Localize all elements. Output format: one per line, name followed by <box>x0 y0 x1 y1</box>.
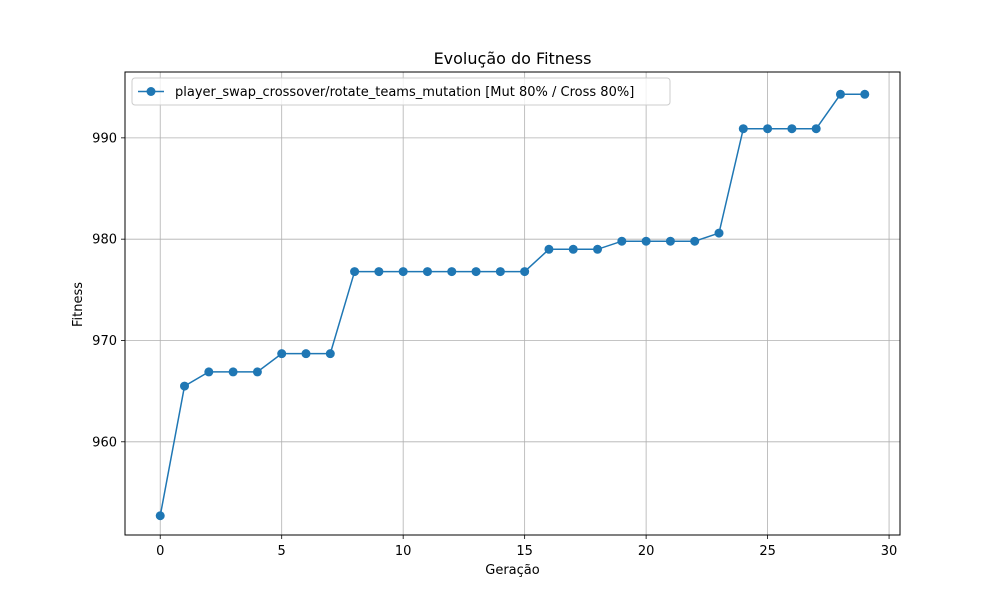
data-point <box>155 511 165 521</box>
data-point <box>228 367 238 377</box>
data-point <box>204 367 214 377</box>
data-point <box>738 124 748 134</box>
data-point <box>325 349 335 359</box>
x-tick-label: 0 <box>156 544 164 559</box>
legend-series-label: player_swap_crossover/rotate_teams_mutat… <box>175 85 634 100</box>
data-point <box>350 267 360 277</box>
legend-series-marker <box>146 87 156 96</box>
data-point <box>568 244 578 254</box>
grid-layer <box>125 72 900 535</box>
x-tick-label: 30 <box>881 544 898 559</box>
data-point <box>763 124 773 134</box>
data-point <box>593 244 603 254</box>
x-tick-label: 15 <box>516 544 533 559</box>
legend-box <box>131 77 671 106</box>
y-tick-label: 960 <box>92 435 117 450</box>
y-tick-label: 980 <box>92 233 117 248</box>
data-point <box>860 89 870 99</box>
data-point <box>277 349 287 359</box>
data-point <box>835 89 845 99</box>
x-tick-label: 25 <box>759 544 776 559</box>
tick-layer: 0 5 10 15 20 25 30 960 970 980 990 <box>92 131 897 559</box>
data-point <box>641 236 651 246</box>
y-axis-label: Fitness <box>71 282 86 327</box>
data-point <box>180 381 190 391</box>
data-point <box>690 236 700 246</box>
x-axis-label: Geração <box>485 563 539 578</box>
x-tick-label: 10 <box>395 544 412 559</box>
chart-title: Evolução do Fitness <box>434 49 592 68</box>
data-point <box>714 228 724 238</box>
legend: player_swap_crossover/rotate_teams_mutat… <box>131 77 671 106</box>
data-point <box>374 267 384 277</box>
data-point <box>422 267 432 277</box>
data-point <box>787 124 797 134</box>
data-point <box>520 267 530 277</box>
x-tick-label: 5 <box>278 544 286 559</box>
data-point <box>398 267 408 277</box>
data-point <box>495 267 505 277</box>
plot-frame <box>124 71 901 536</box>
data-point <box>811 124 821 134</box>
series-layer <box>155 89 870 521</box>
data-point <box>471 267 481 277</box>
data-point <box>665 236 675 246</box>
data-point <box>252 367 262 377</box>
data-point <box>447 267 457 277</box>
data-point <box>301 349 311 359</box>
y-tick-label: 970 <box>92 334 117 349</box>
data-point <box>544 244 554 254</box>
x-tick-label: 20 <box>638 544 655 559</box>
y-tick-label: 990 <box>92 131 117 146</box>
data-point <box>617 236 627 246</box>
